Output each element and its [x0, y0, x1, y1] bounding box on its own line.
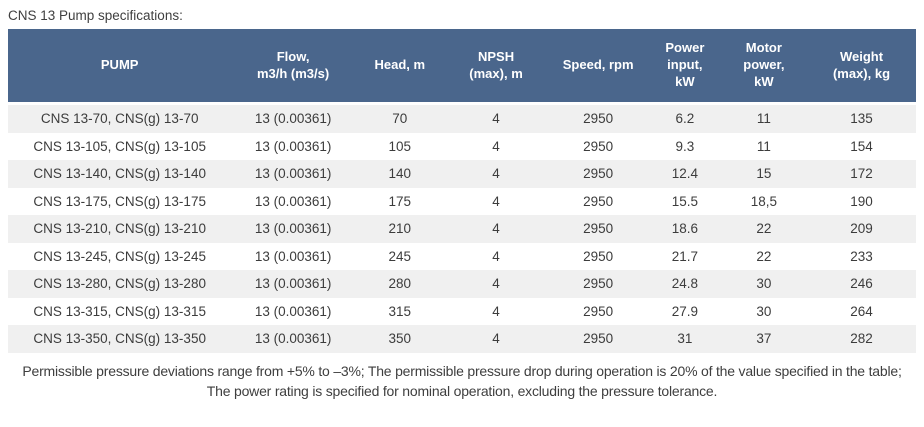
- cell-weight: 172: [850, 166, 873, 182]
- cell-power: 9.3: [675, 138, 695, 154]
- cell-pump: CNS 13-70, CNS(g) 13-70: [40, 111, 199, 127]
- cell-weight: 282: [850, 331, 873, 347]
- cell-flow: 13 (0.00361): [254, 303, 332, 319]
- pump-spec-table: PUMP Flow, m3/h (m3/s) Head, m NPSH (max), …: [8, 29, 916, 353]
- cell-power: 15.5: [671, 193, 699, 209]
- cell-motor: 15: [756, 166, 772, 182]
- cell-pump: CNS 13-210, CNS(g) 13-210: [33, 221, 206, 237]
- cell-head: 210: [388, 221, 412, 237]
- column-header-motor: Motor power, kW: [720, 29, 807, 105]
- table-row: CNS 13-210, CNS(g) 13-210 13 (0.00361) 210…: [8, 215, 916, 243]
- cell-flow: 13 (0.00361): [254, 193, 332, 209]
- cell-npsh: 4: [492, 276, 500, 292]
- cell-npsh: 4: [492, 193, 500, 209]
- cell-head: 140: [388, 166, 412, 182]
- cell-motor: 37: [756, 331, 772, 347]
- cell-motor: 30: [756, 303, 772, 319]
- cell-head: 245: [388, 248, 412, 264]
- cell-motor: 11: [756, 111, 771, 127]
- cell-npsh: 4: [492, 138, 500, 154]
- cell-npsh: 4: [492, 111, 500, 127]
- column-header-npsh: NPSH (max), m: [444, 29, 548, 105]
- cell-weight: 190: [850, 193, 873, 209]
- cell-head: 315: [388, 303, 412, 319]
- cell-speed: 2950: [583, 331, 614, 347]
- cell-pump: CNS 13-280, CNS(g) 13-280: [33, 276, 206, 292]
- cell-npsh: 4: [492, 248, 500, 264]
- column-header-power: Power input, kW: [649, 29, 721, 105]
- cell-power: 12.4: [671, 166, 699, 182]
- column-header-weight: Weight (max), kg: [806, 29, 916, 105]
- cell-motor: 11: [756, 138, 771, 154]
- table-footnote: Permissible pressure deviations range fr…: [22, 362, 902, 399]
- cell-speed: 2950: [583, 248, 614, 264]
- cell-speed: 2950: [583, 138, 614, 154]
- cell-power: 24.8: [671, 276, 699, 292]
- cell-motor: 30: [756, 276, 772, 292]
- page-title: CNS 13 Pump specifications:: [8, 8, 183, 23]
- cell-power: 21.7: [671, 248, 699, 264]
- cell-npsh: 4: [492, 331, 500, 347]
- cell-motor: 22: [756, 221, 772, 237]
- cell-pump: CNS 13-315, CNS(g) 13-315: [33, 303, 206, 319]
- cell-pump: CNS 13-140, CNS(g) 13-140: [33, 166, 206, 182]
- cell-speed: 2950: [583, 221, 614, 237]
- spec-table-container: PUMP Flow, m3/h (m3/s) Head, m NPSH (max), …: [8, 29, 916, 353]
- cell-weight: 135: [850, 111, 873, 127]
- cell-speed: 2950: [583, 111, 614, 127]
- table-row: CNS 13-175, CNS(g) 13-175 13 (0.00361) 175…: [8, 187, 916, 215]
- cell-motor: 18,5: [750, 193, 777, 209]
- cell-flow: 13 (0.00361): [254, 276, 332, 292]
- cell-weight: 209: [850, 221, 873, 237]
- cell-power: 31: [677, 331, 693, 347]
- cell-weight: 154: [850, 138, 873, 154]
- cell-pump: CNS 13-175, CNS(g) 13-175: [33, 193, 206, 209]
- table-row: CNS 13-315, CNS(g) 13-315 13 (0.00361) 315…: [8, 297, 916, 325]
- table-row: CNS 13-280, CNS(g) 13-280 13 (0.00361) 280…: [8, 270, 916, 298]
- cell-pump: CNS 13-105, CNS(g) 13-105: [33, 138, 206, 154]
- table-row: CNS 13-105, CNS(g) 13-105 13 (0.00361) 105…: [8, 132, 916, 160]
- cell-npsh: 4: [492, 221, 500, 237]
- cell-weight: 246: [850, 276, 873, 292]
- table-header-row: PUMP Flow, m3/h (m3/s) Head, m NPSH (max), …: [8, 29, 916, 105]
- cell-pump: CNS 13-245, CNS(g) 13-245: [33, 248, 206, 264]
- cell-flow: 13 (0.00361): [254, 138, 332, 154]
- cell-head: 350: [388, 331, 412, 347]
- cell-weight: 264: [850, 303, 873, 319]
- table-row: CNS 13-350, CNS(g) 13-350 13 (0.00361) 350…: [8, 325, 916, 353]
- table-row: CNS 13-140, CNS(g) 13-140 13 (0.00361) 140…: [8, 160, 916, 188]
- table-header: PUMP Flow, m3/h (m3/s) Head, m NPSH (max), …: [8, 29, 916, 105]
- cell-head: 70: [392, 111, 408, 127]
- cell-speed: 2950: [583, 303, 614, 319]
- cell-weight: 233: [850, 248, 873, 264]
- cell-head: 175: [388, 193, 412, 209]
- cell-flow: 13 (0.00361): [254, 248, 332, 264]
- cell-head: 105: [388, 138, 412, 154]
- column-header-pump: PUMP: [8, 29, 232, 105]
- cell-power: 18.6: [671, 221, 699, 237]
- cell-speed: 2950: [583, 276, 614, 292]
- cell-pump: CNS 13-350, CNS(g) 13-350: [33, 331, 206, 347]
- cell-head: 280: [388, 276, 412, 292]
- column-header-flow: Flow, m3/h (m3/s): [231, 29, 355, 105]
- cell-motor: 22: [756, 248, 772, 264]
- cell-npsh: 4: [492, 166, 500, 182]
- table-row: CNS 13-245, CNS(g) 13-245 13 (0.00361) 245…: [8, 242, 916, 270]
- cell-speed: 2950: [583, 166, 614, 182]
- cell-flow: 13 (0.00361): [254, 111, 332, 127]
- cell-flow: 13 (0.00361): [254, 331, 332, 347]
- cell-npsh: 4: [492, 303, 500, 319]
- cell-flow: 13 (0.00361): [254, 221, 332, 237]
- cell-power: 27.9: [671, 303, 699, 319]
- table-row: CNS 13-70, CNS(g) 13-70 13 (0.00361) 70 4 29…: [8, 103, 916, 133]
- table-body: CNS 13-70, CNS(g) 13-70 13 (0.00361) 70 4 29…: [8, 103, 916, 353]
- column-header-head: Head, m: [354, 29, 445, 105]
- cell-speed: 2950: [583, 193, 614, 209]
- column-header-speed: Speed, rpm: [547, 29, 650, 105]
- cell-flow: 13 (0.00361): [254, 166, 332, 182]
- cell-power: 6.2: [675, 111, 695, 127]
